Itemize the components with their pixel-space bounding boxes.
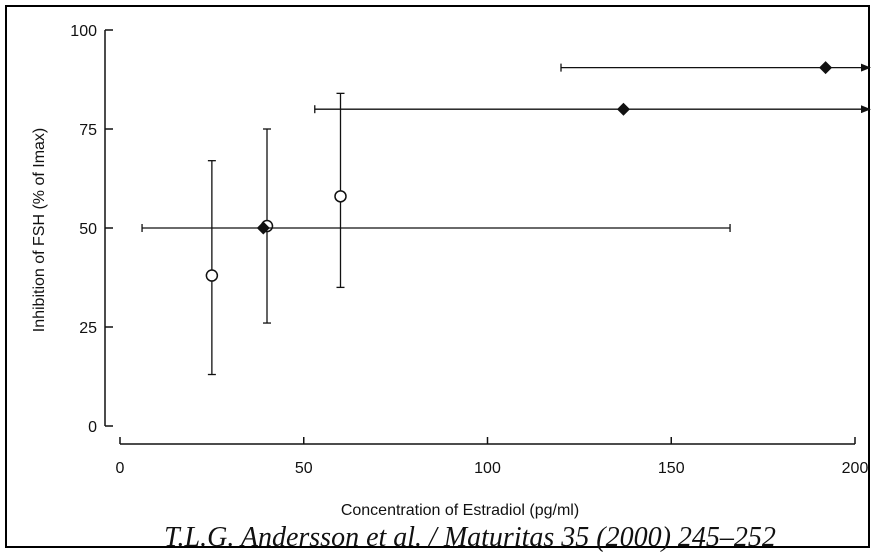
data-point-filled-diamond xyxy=(819,61,833,75)
x-tick-label: 150 xyxy=(658,460,685,477)
x-tick-label: 200 xyxy=(842,460,869,477)
y-tick-label: 0 xyxy=(88,419,97,436)
y-tick-label: 50 xyxy=(79,221,97,238)
y-tick-label: 100 xyxy=(70,23,97,40)
data-point-filled-diamond xyxy=(616,102,630,116)
x-tick-label: 100 xyxy=(474,460,501,477)
y-axis-label: Inhibition of FSH (% of Imax) xyxy=(31,128,48,333)
figure-frame xyxy=(5,5,870,548)
x-axis-label: Concentration of Estradiol (pg/ml) xyxy=(341,502,579,519)
data-marks xyxy=(141,61,871,376)
data-point-open-circle xyxy=(334,190,347,203)
x-tick-label: 0 xyxy=(116,460,125,477)
tick-labels: 0 25 50 75 100 0 50 100 150 200 xyxy=(70,23,868,477)
y-tick-label: 25 xyxy=(79,320,97,337)
y-tick-label: 75 xyxy=(79,122,97,139)
data-point-open-circle xyxy=(205,269,219,282)
x-tick-label: 50 xyxy=(295,460,313,477)
axes xyxy=(104,29,856,445)
citation-annotation: T.L.G. Andersson et al. / Maturitas 35 (… xyxy=(164,522,776,553)
data-point-filled-diamond xyxy=(256,221,270,235)
